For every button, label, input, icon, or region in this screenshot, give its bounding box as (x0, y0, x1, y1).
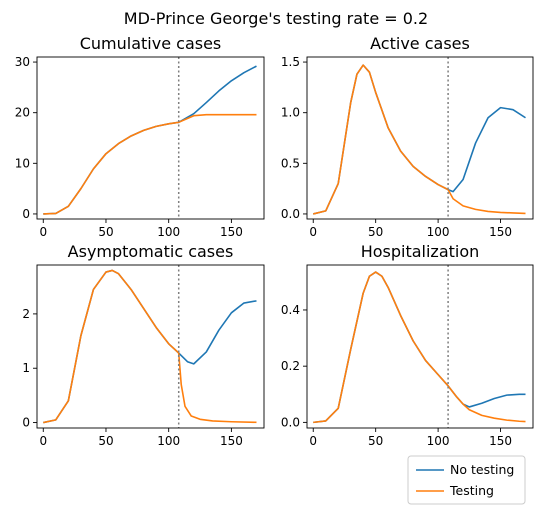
x-tick-label: 150 (220, 434, 243, 448)
series-line-no-testing (313, 271, 526, 424)
x-tick-label: 100 (427, 434, 450, 448)
x-tick-label: 50 (368, 434, 383, 448)
panel-title: Hospitalization (361, 242, 480, 261)
axes-frame (36, 264, 265, 429)
panel-active-cases: Active cases 0 50 100 150 0.0 0.5 1.0 1.5 (281, 34, 534, 239)
axes-frame (306, 264, 534, 429)
y-tick-label: 0 (22, 207, 30, 221)
y-tick-label: 1.5 (281, 55, 300, 69)
series-line-testing (313, 64, 526, 215)
y-tick-label: 2 (22, 307, 30, 321)
x-tick-label: 100 (157, 225, 180, 239)
axes-frame (36, 56, 265, 220)
y-tick-label: 30 (15, 55, 30, 69)
x-tick-label: 50 (98, 434, 113, 448)
panel-title: Cumulative cases (80, 34, 222, 53)
panel-asymptomatic-cases: Asymptomatic cases 0 50 100 150 0 1 2 (22, 242, 265, 448)
series-line-testing (43, 269, 257, 424)
series-line-testing (313, 271, 526, 424)
x-tick-label: 150 (489, 434, 512, 448)
x-tick-label: 100 (427, 225, 450, 239)
y-tick-label: 1.0 (281, 106, 300, 120)
panel-hospitalization: Hospitalization 0 50 100 150 0.0 0.2 0.4 (281, 242, 534, 448)
x-tick-label: 0 (39, 434, 47, 448)
legend: No testing Testing (407, 455, 526, 505)
y-tick-label: 0.4 (281, 303, 300, 317)
y-tick-label: 20 (15, 106, 30, 120)
y-tick-label: 0.0 (281, 207, 300, 221)
panel-title: Active cases (370, 34, 470, 53)
y-tick-label: 0.2 (281, 359, 300, 373)
x-tick-label: 50 (368, 225, 383, 239)
y-tick-label: 0 (22, 416, 30, 430)
panel-title: Asymptomatic cases (68, 242, 234, 261)
legend-label-testing: Testing (449, 483, 494, 498)
series-line-no-testing (43, 269, 257, 424)
axes-frame (306, 56, 534, 220)
x-tick-label: 150 (489, 225, 512, 239)
x-tick-label: 0 (309, 225, 317, 239)
x-tick-label: 50 (98, 225, 113, 239)
series-line-testing (43, 113, 257, 215)
legend-frame (407, 455, 526, 505)
y-tick-label: 0.0 (281, 415, 300, 429)
figure-suptitle: MD-Prince George's testing rate = 0.2 (124, 9, 428, 28)
panel-cumulative-cases: Cumulative cases 0 50 100 150 0 10 20 30 (15, 34, 265, 239)
x-tick-label: 100 (157, 434, 180, 448)
y-tick-label: 10 (15, 156, 30, 170)
y-tick-label: 1 (22, 361, 30, 375)
series-line-no-testing (43, 65, 257, 215)
x-tick-label: 0 (39, 225, 47, 239)
y-tick-label: 0.5 (281, 156, 300, 170)
x-tick-label: 150 (220, 225, 243, 239)
legend-label-no-testing: No testing (450, 462, 514, 477)
x-tick-label: 0 (309, 434, 317, 448)
